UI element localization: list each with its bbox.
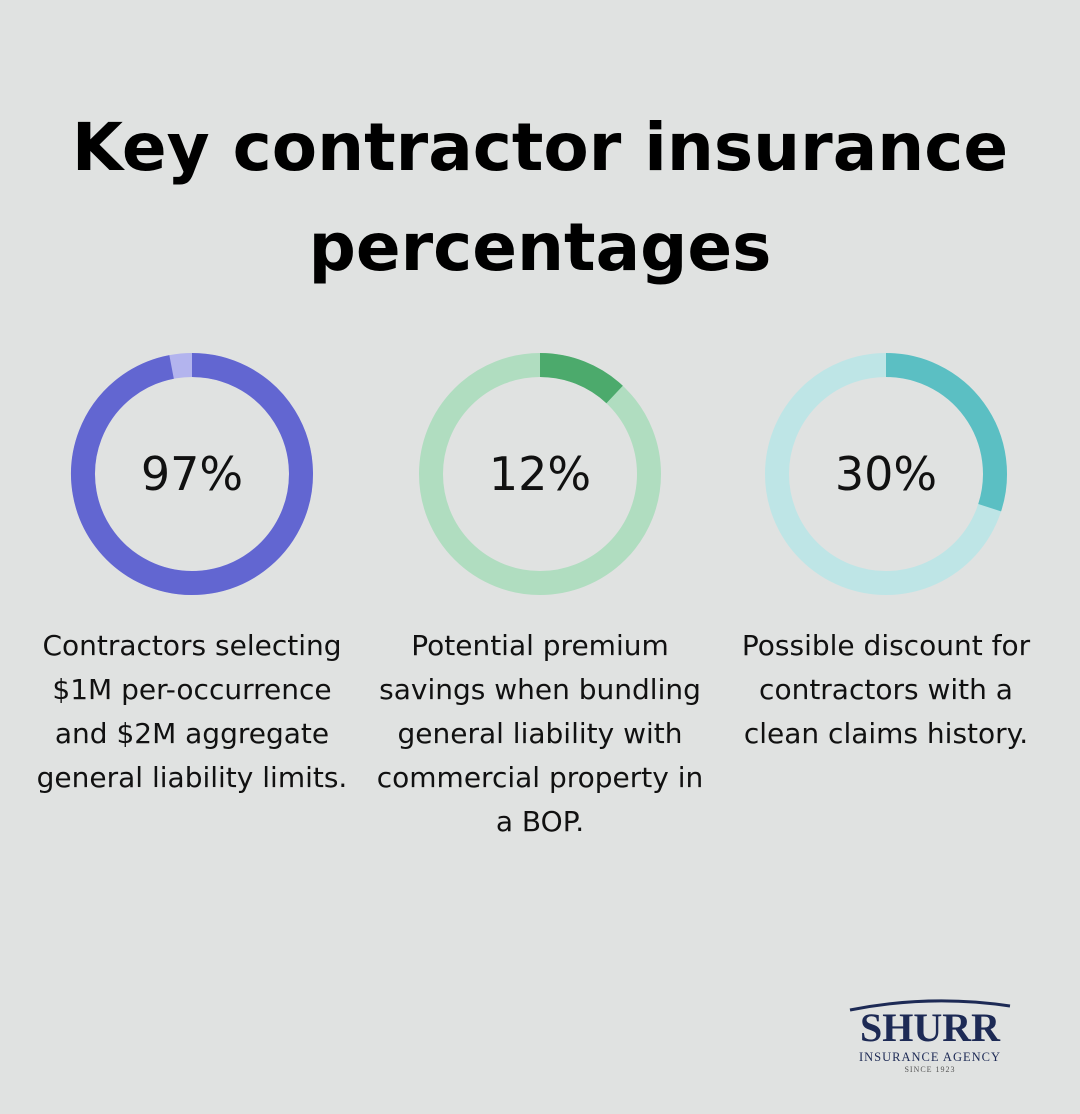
donut-arc: [885, 353, 1007, 512]
logo-since: SINCE 1923: [904, 1065, 956, 1074]
title: Key contractor insurance percentages: [71, 109, 1009, 286]
logo-name: SHURR: [859, 1005, 1001, 1050]
donut-arc: [539, 353, 623, 404]
description: Possible discount for contractors with a…: [741, 629, 1031, 750]
description: Potential premium savings when bundling …: [376, 629, 704, 838]
donut-arc: [71, 353, 313, 595]
logo-swoosh: [849, 999, 1011, 1012]
logo-subtitle: INSURANCE AGENCY: [858, 1050, 1002, 1064]
logo: SHURR INSURANCE AGENCY SINCE 1923: [840, 999, 1020, 1076]
description: Contractors selecting $1M per-occurrence…: [36, 629, 348, 794]
value-label: 30%: [835, 447, 937, 501]
value-label: 12%: [489, 447, 591, 501]
value-label: 97%: [141, 447, 243, 501]
